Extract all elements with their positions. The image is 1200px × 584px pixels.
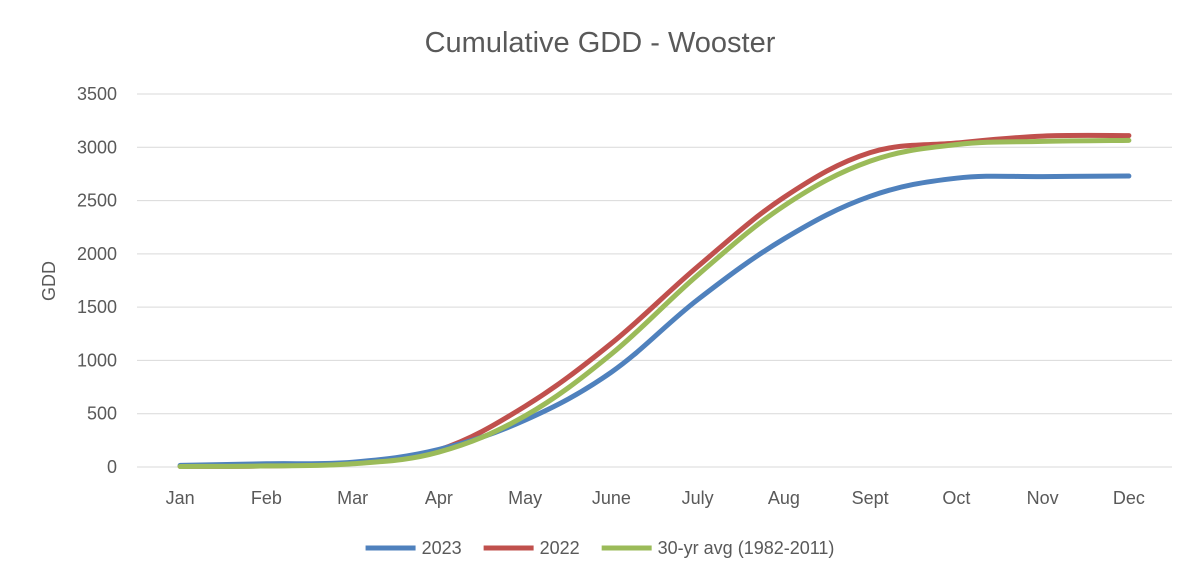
x-tick-label: July bbox=[682, 488, 714, 508]
legend-label: 2023 bbox=[422, 538, 462, 558]
x-tick-label: Mar bbox=[337, 488, 368, 508]
x-tick-label: Feb bbox=[251, 488, 282, 508]
chart-title: Cumulative GDD - Wooster bbox=[425, 27, 776, 59]
x-tick-label: Jan bbox=[166, 488, 195, 508]
y-tick-label: 2000 bbox=[77, 244, 117, 264]
y-axis-label: GDD bbox=[39, 261, 59, 301]
series-line-2023 bbox=[177, 173, 1132, 468]
x-tick-label: May bbox=[508, 488, 542, 508]
legend-item: 2023 bbox=[365, 538, 462, 558]
legend-label: 30-yr avg (1982-2011) bbox=[658, 538, 835, 558]
y-tick-label: 1000 bbox=[77, 350, 117, 370]
y-tick-label: 0 bbox=[107, 457, 117, 477]
x-tick-label: Aug bbox=[768, 488, 800, 508]
x-tick-label: June bbox=[592, 488, 631, 508]
y-axis-tick-labels: 0 500 1000 1500 2000 2500 3000 3500 bbox=[77, 84, 117, 477]
y-tick-label: 1500 bbox=[77, 297, 117, 317]
legend: 2023 2022 30-yr avg (1982-2011) bbox=[365, 538, 835, 558]
series-line-2022 bbox=[177, 132, 1132, 469]
y-tick-label: 3000 bbox=[77, 137, 117, 157]
x-tick-label: Apr bbox=[425, 488, 453, 508]
x-tick-label: Nov bbox=[1027, 488, 1059, 508]
y-tick-label: 500 bbox=[87, 404, 117, 424]
x-axis-tick-labels: Jan Feb Mar Apr May June July Aug Sept Oct Nov Dec bbox=[166, 488, 1145, 508]
series-lines bbox=[177, 132, 1132, 469]
y-tick-label: 3500 bbox=[77, 84, 117, 104]
legend-item: 2022 bbox=[483, 538, 580, 558]
x-tick-label: Sept bbox=[852, 488, 889, 508]
legend-item: 30-yr avg (1982-2011) bbox=[601, 538, 835, 558]
series-line-30-yr-avg-1982-2011 bbox=[177, 137, 1132, 469]
x-tick-label: Oct bbox=[942, 488, 970, 508]
legend-label: 2022 bbox=[540, 538, 580, 558]
y-tick-label: 2500 bbox=[77, 191, 117, 211]
gridlines bbox=[137, 93, 1172, 468]
x-tick-label: Dec bbox=[1113, 488, 1145, 508]
